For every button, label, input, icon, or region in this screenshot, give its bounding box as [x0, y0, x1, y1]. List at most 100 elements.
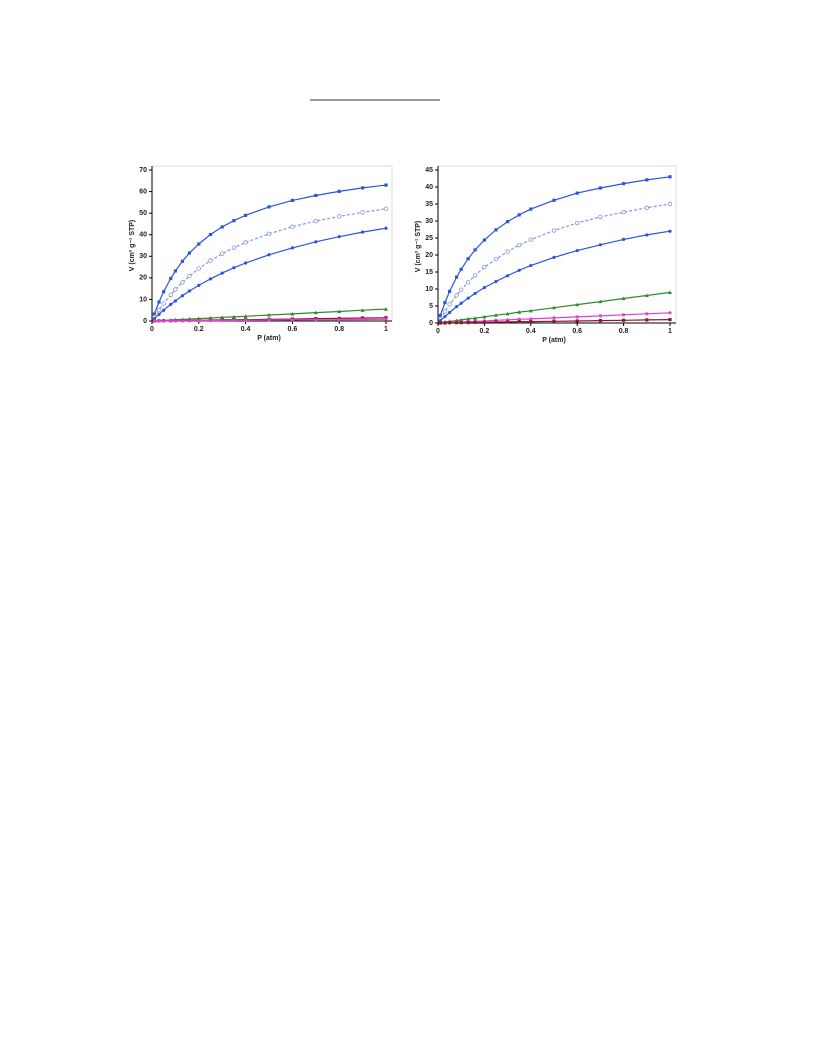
marker [162, 290, 166, 294]
marker [645, 312, 649, 316]
marker [459, 321, 463, 325]
marker [528, 237, 533, 242]
marker [180, 259, 185, 263]
marker [621, 209, 626, 215]
marker [157, 312, 161, 316]
x-tick-label: 0.8 [334, 326, 344, 333]
marker [622, 237, 626, 241]
plot-frame [437, 165, 677, 324]
marker [443, 321, 447, 325]
marker [169, 276, 173, 281]
marker [337, 235, 341, 239]
marker [552, 316, 556, 320]
x-tick-label: 0 [436, 328, 440, 335]
marker [528, 308, 533, 313]
marker [197, 283, 201, 288]
y-tick-label: 20 [425, 252, 433, 259]
y-tick-label: 15 [425, 269, 433, 276]
marker [598, 214, 603, 220]
marker [482, 286, 486, 290]
marker [290, 246, 294, 250]
marker [152, 319, 156, 323]
marker [152, 312, 156, 316]
marker [161, 301, 166, 306]
marker [243, 314, 248, 318]
marker [173, 269, 177, 273]
marker [473, 320, 477, 324]
marker [383, 206, 389, 212]
marker [197, 242, 201, 246]
marker [473, 248, 477, 252]
marker [219, 251, 225, 256]
marker [438, 321, 442, 325]
marker [506, 274, 510, 278]
marker [337, 318, 341, 322]
marker [244, 318, 248, 322]
marker [173, 319, 177, 323]
marker [443, 301, 447, 305]
marker [466, 321, 470, 325]
marker [208, 258, 213, 263]
marker [668, 229, 672, 233]
marker [517, 310, 522, 314]
y-tick-label: 40 [425, 184, 433, 191]
marker [448, 321, 452, 325]
y-tick-label: 25 [425, 235, 433, 242]
x-tick-label: 0.6 [572, 328, 582, 335]
marker [517, 268, 521, 272]
marker [644, 293, 649, 298]
marker [180, 319, 185, 323]
marker [529, 317, 533, 321]
marker [473, 316, 478, 320]
marker [622, 313, 626, 317]
marker [244, 213, 248, 217]
y-tick-label: 30 [425, 218, 433, 225]
marker [290, 311, 295, 316]
marker [180, 294, 185, 298]
marker [529, 263, 533, 268]
marker [337, 214, 342, 219]
marker [162, 319, 166, 323]
marker [196, 266, 201, 271]
marker [505, 311, 510, 316]
y-tick-label: 45 [425, 167, 433, 174]
series-line [439, 176, 671, 316]
x-tick-label: 0.8 [619, 328, 629, 335]
marker [156, 307, 162, 313]
x-tick-label: 0.4 [526, 328, 536, 335]
marker [361, 230, 365, 234]
marker [208, 277, 213, 281]
marker [162, 308, 166, 312]
y-tick-label: 40 [139, 232, 147, 239]
marker [157, 300, 161, 304]
y-tick-label: 5 [429, 303, 433, 310]
y-tick-label: 0 [429, 320, 433, 327]
series-line [153, 227, 387, 320]
marker [459, 301, 463, 305]
marker [494, 313, 498, 317]
marker [598, 314, 603, 318]
marker [384, 226, 388, 230]
y-axis-label: V (cm³ g⁻¹ STP) [129, 220, 136, 272]
marker [552, 255, 556, 259]
y-tick-label: 20 [139, 275, 147, 282]
marker [466, 316, 471, 321]
marker [220, 318, 224, 323]
marker [482, 265, 487, 270]
marker [506, 320, 510, 324]
x-tick-label: 0 [150, 326, 154, 333]
marker [645, 178, 649, 182]
marker [384, 317, 388, 321]
marker [454, 293, 459, 298]
x-axis-label: P (atm) [257, 335, 281, 342]
marker [454, 321, 459, 325]
y-tick-label: 70 [139, 167, 147, 174]
marker [667, 201, 673, 207]
marker [267, 312, 271, 317]
series-line [439, 203, 671, 320]
marker [447, 302, 452, 307]
marker [622, 318, 626, 322]
marker [472, 273, 478, 278]
marker [493, 256, 499, 262]
marker [459, 267, 463, 271]
